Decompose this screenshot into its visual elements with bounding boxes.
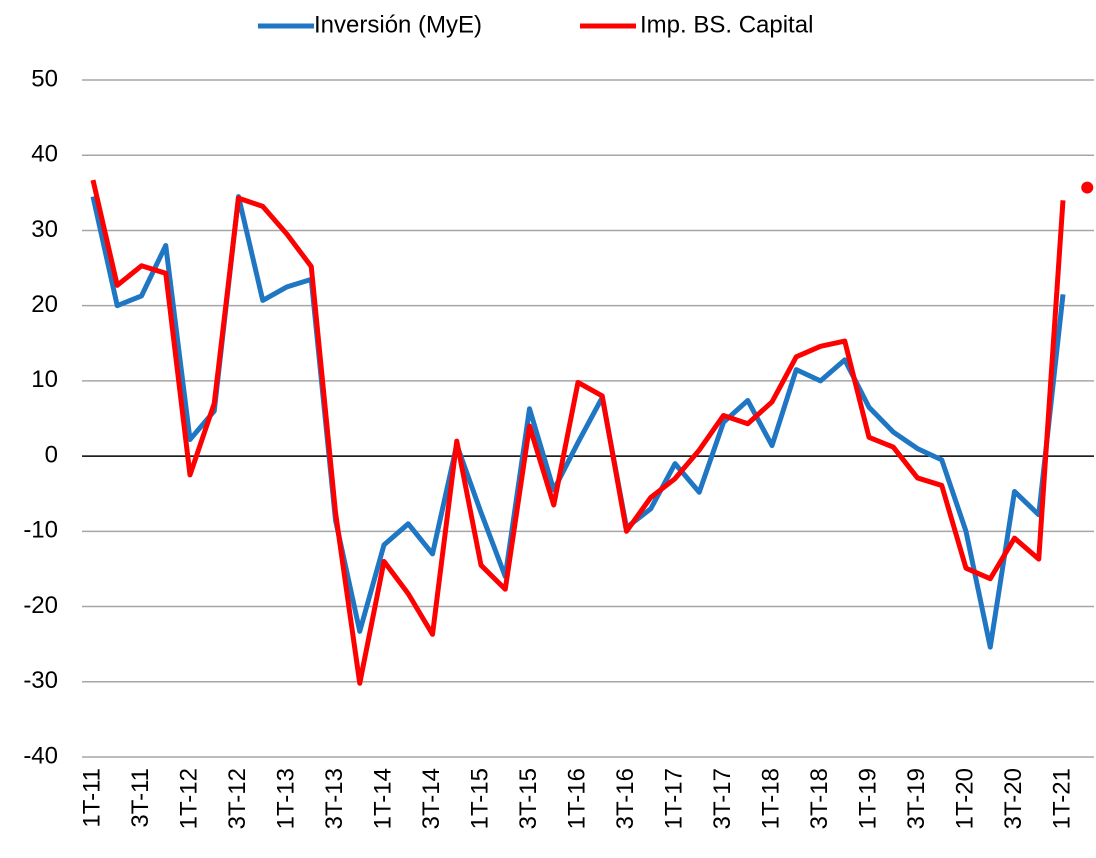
series-line [90,194,1066,650]
x-tick-label: 1T-15 [466,768,493,829]
x-tick-label: 1T-18 [757,768,784,829]
x-tick-label: 1T-17 [660,768,687,829]
x-tick-label: 1T-11 [78,768,105,828]
x-tick-label: 1T-14 [369,768,396,829]
x-tick-label: 3T-18 [806,768,833,829]
y-tick-label: 50 [31,65,58,92]
point-marker [1081,181,1094,194]
x-tick-label: 3T-20 [1000,768,1027,829]
y-tick-label: 0 [45,441,58,468]
x-tick-label: 1T-13 [272,768,299,829]
y-tick-label: 40 [31,141,58,168]
x-tick-label: 3T-19 [903,768,930,829]
x-tick-label: 3T-13 [321,768,348,829]
x-tick-label: 1T-19 [854,768,881,829]
x-tick-label: 3T-17 [709,768,736,829]
legend-label: Inversión (MyE) [314,11,482,38]
x-tick-label: 3T-11 [127,768,154,828]
y-tick-label: 10 [31,366,58,393]
x-tick-label: 1T-12 [175,768,202,829]
y-tick-label: -10 [23,517,58,544]
x-tick-label: 1T-21 [1048,768,1075,829]
x-tick-label: 3T-12 [224,768,251,829]
x-tick-label: 1T-16 [563,768,590,829]
legend-label: Imp. BS. Capital [640,11,813,38]
y-tick-label: -30 [23,667,58,694]
series-line [90,179,1066,686]
x-tick-label: 3T-16 [612,768,639,829]
x-tick-label: 3T-14 [418,768,445,829]
y-tick-label: -20 [23,592,58,619]
y-tick-label: -40 [23,742,58,769]
y-tick-label: 30 [31,216,58,243]
x-tick-label: 3T-15 [515,768,542,829]
y-tick-label: 20 [31,291,58,318]
x-tick-label: 1T-20 [951,768,978,829]
